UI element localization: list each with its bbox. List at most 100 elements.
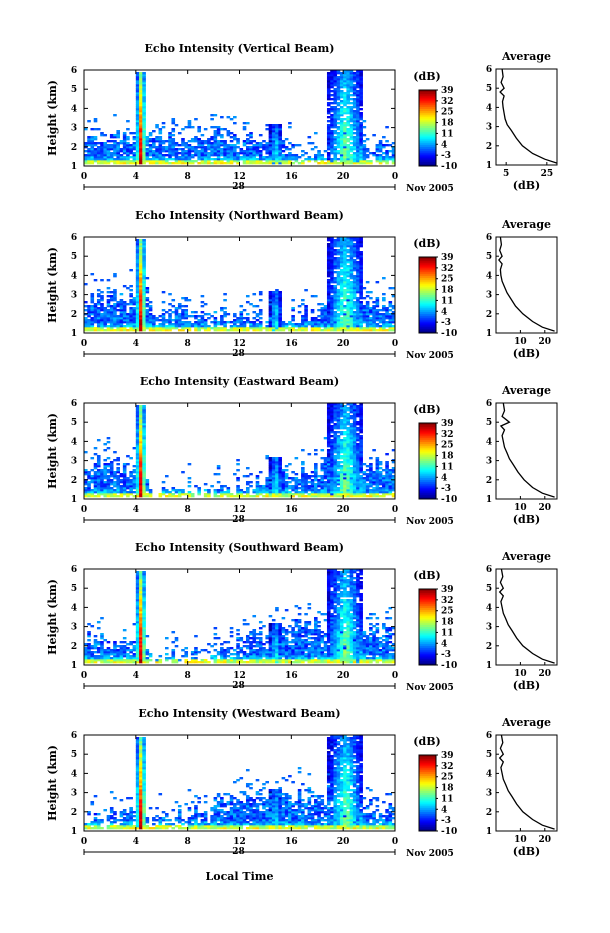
heatmap-cell <box>285 156 289 158</box>
heatmap-cell <box>217 160 221 162</box>
heatmap-cell <box>285 154 289 156</box>
heatmap-cell <box>356 305 360 307</box>
heatmap-cell <box>171 128 175 130</box>
heatmap-cell <box>149 493 153 495</box>
heatmap-cell <box>275 160 279 162</box>
heatmap-cell <box>304 473 308 475</box>
heatmap-cell <box>243 327 247 329</box>
heatmap-cell <box>246 156 250 158</box>
heatmap-cell <box>100 132 104 134</box>
heatmap-cell <box>116 303 120 305</box>
heatmap-cell <box>317 491 321 493</box>
heatmap-cell <box>327 479 331 481</box>
heatmap-cell <box>181 140 185 142</box>
date-label: Nov 2005 <box>406 184 454 194</box>
heatmap-cell <box>389 323 393 325</box>
heatmap-cell <box>343 281 347 283</box>
heatmap-cell <box>230 136 234 138</box>
heatmap-cell <box>152 321 156 323</box>
heatmap-cell <box>359 261 363 263</box>
heatmap-cell <box>359 453 363 455</box>
heatmap-cell <box>333 90 337 92</box>
heatmap-cell <box>252 293 256 295</box>
heatmap-cell <box>175 150 179 152</box>
heatmap-cell <box>100 144 104 146</box>
heatmap-cell <box>194 140 198 142</box>
heatmap-cell <box>107 437 111 439</box>
heatmap-cell <box>385 309 389 311</box>
heatmap-cell <box>353 140 357 142</box>
heatmap-cell <box>337 84 341 86</box>
heatmap-cell <box>155 329 159 331</box>
heatmap-cell <box>116 154 120 156</box>
heatmap-cell <box>139 467 143 469</box>
heatmap-cell <box>333 108 337 110</box>
heatmap-cell <box>136 96 140 98</box>
heatmap-cell <box>278 469 282 471</box>
heatmap-cell <box>136 295 140 297</box>
heatmap-cell <box>103 319 107 321</box>
heatmap-cell <box>376 479 380 481</box>
heatmap-cell <box>350 307 354 309</box>
heatmap-cell <box>389 301 393 303</box>
heatmap-cell <box>379 156 383 158</box>
heatmap-cell <box>333 267 337 269</box>
heatmap-cell <box>262 491 266 493</box>
heatmap-cell <box>356 114 360 116</box>
heatmap-cell <box>162 162 166 164</box>
heatmap-cell <box>155 327 159 329</box>
heatmap-cell <box>110 653 114 655</box>
heatmap-cell <box>87 477 91 479</box>
heatmap-cell <box>142 239 146 241</box>
heatmap-cell <box>214 146 218 148</box>
heatmap-cell <box>129 299 133 301</box>
heatmap-cell <box>220 315 224 317</box>
heatmap-cell <box>233 144 237 146</box>
heatmap-cell <box>324 461 328 463</box>
heatmap-cell <box>246 329 250 331</box>
heatmap-cell <box>94 489 98 491</box>
heatmap-cell <box>333 110 337 112</box>
heatmap-cell <box>317 162 321 164</box>
heatmap-cell <box>136 451 140 453</box>
heatmap-cell <box>84 493 88 495</box>
heatmap-cell <box>327 285 331 287</box>
heatmap-cell <box>363 491 367 493</box>
heatmap-cell <box>353 243 357 245</box>
heatmap-cell <box>288 321 292 323</box>
heatmap-cell <box>230 158 234 160</box>
heatmap-cell <box>217 465 221 467</box>
heatmap-cell <box>133 158 137 160</box>
heatmap-cell <box>136 633 140 635</box>
heatmap-cell <box>149 140 153 142</box>
heatmap-cell <box>142 303 146 305</box>
heatmap-cell <box>90 659 94 661</box>
heatmap-cell <box>120 313 124 315</box>
heatmap-cell <box>343 295 347 297</box>
heatmap-cell <box>97 293 101 295</box>
heatmap-cell <box>100 305 104 307</box>
heatmap-cell <box>136 281 140 283</box>
heatmap-cell <box>204 142 208 144</box>
heatmap-cell <box>330 495 334 497</box>
heatmap-cell <box>223 156 227 158</box>
heatmap-cell <box>94 473 98 475</box>
heatmap-cell <box>353 423 357 425</box>
heatmap-cell <box>223 293 227 295</box>
heatmap-cell <box>178 315 182 317</box>
heatmap-cell <box>168 495 172 497</box>
heatmap-cell <box>100 162 104 164</box>
heatmap-cell <box>324 483 328 485</box>
heatmap-cell <box>246 158 250 160</box>
heatmap-cell <box>184 156 188 158</box>
heatmap-cell <box>291 299 295 301</box>
heatmap-cell <box>149 154 153 156</box>
heatmap-cell <box>107 291 111 293</box>
heatmap-cell <box>142 477 146 479</box>
heatmap-cell <box>298 305 302 307</box>
heatmap-cell <box>343 427 347 429</box>
heatmap-cell <box>236 146 240 148</box>
heatmap-cell <box>330 277 334 279</box>
heatmap-cell <box>327 409 331 411</box>
